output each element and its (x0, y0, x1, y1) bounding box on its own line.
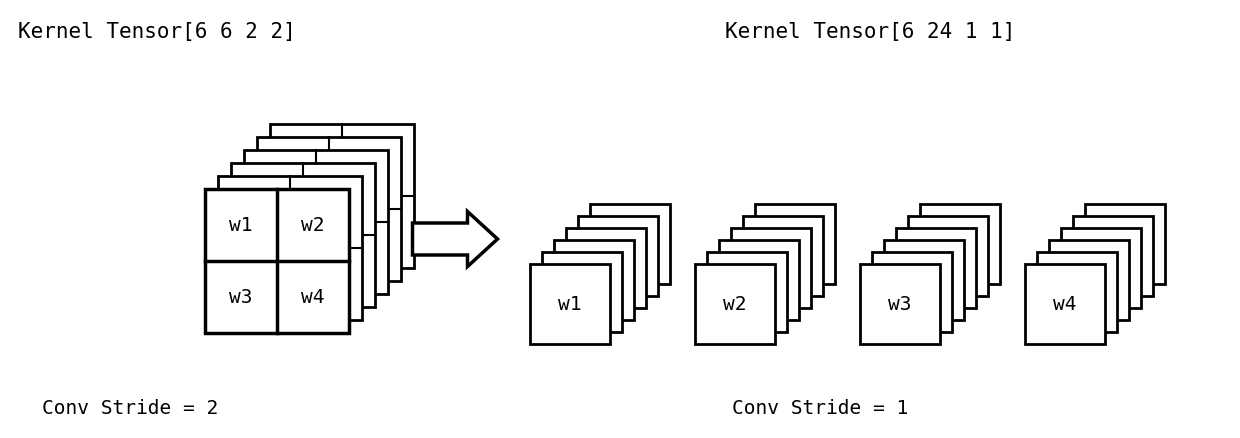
Bar (884, 240, 963, 320)
Bar (565, 229, 646, 308)
Bar (694, 265, 775, 344)
Text: w4: w4 (301, 288, 325, 307)
Text: w4: w4 (1053, 295, 1076, 314)
Bar (244, 151, 388, 294)
Bar (743, 216, 823, 297)
Bar (719, 240, 799, 320)
Bar (1025, 265, 1105, 344)
Bar (1085, 205, 1166, 284)
Bar (218, 177, 362, 320)
Text: w3: w3 (229, 288, 253, 307)
Bar (732, 229, 811, 308)
Bar (872, 252, 952, 332)
Polygon shape (413, 212, 497, 267)
Bar (542, 252, 622, 332)
Text: Conv Stride = 1: Conv Stride = 1 (732, 398, 908, 417)
Text: Kernel Tensor[6 6 2 2]: Kernel Tensor[6 6 2 2] (19, 22, 296, 42)
Bar (1037, 252, 1117, 332)
Bar (908, 216, 988, 297)
Text: Kernel Tensor[6 24 1 1]: Kernel Tensor[6 24 1 1] (725, 22, 1016, 42)
Bar (897, 229, 976, 308)
Text: w1: w1 (229, 216, 253, 235)
Bar (270, 125, 414, 268)
Bar (205, 190, 348, 333)
Bar (590, 205, 670, 284)
Bar (529, 265, 610, 344)
Bar (1061, 229, 1141, 308)
Text: w3: w3 (888, 295, 911, 314)
Bar (231, 164, 374, 307)
Bar (257, 138, 401, 281)
Bar (755, 205, 835, 284)
Bar (861, 265, 940, 344)
Bar (1073, 216, 1153, 297)
Bar (1049, 240, 1128, 320)
Bar (554, 240, 634, 320)
Bar (920, 205, 999, 284)
Bar (707, 252, 787, 332)
Text: Conv Stride = 2: Conv Stride = 2 (42, 398, 218, 417)
Text: w2: w2 (301, 216, 325, 235)
Bar (578, 216, 658, 297)
Text: w2: w2 (723, 295, 746, 314)
Text: w1: w1 (558, 295, 582, 314)
